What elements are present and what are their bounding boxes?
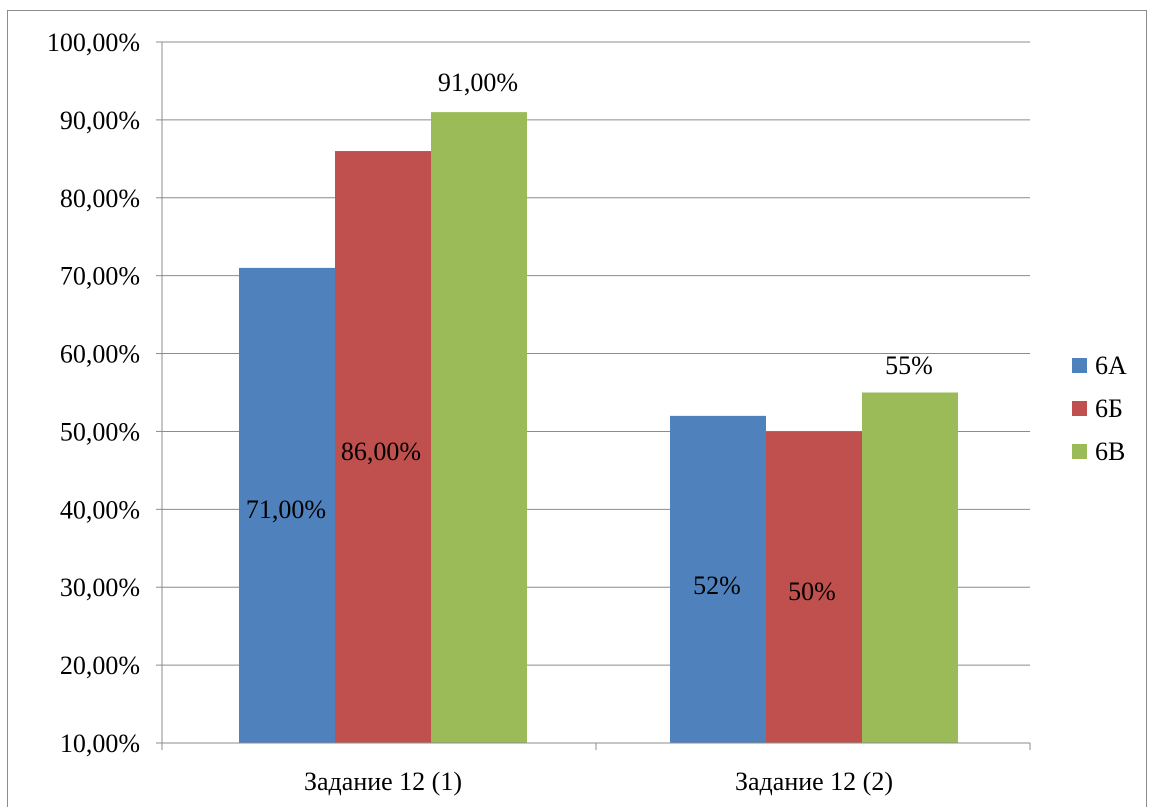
- legend-label-6Б: 6Б: [1095, 394, 1123, 423]
- y-tick-label: 50,00%: [60, 417, 140, 446]
- bar-6В-1: [862, 392, 958, 743]
- y-tick-label: 100,00%: [47, 28, 140, 57]
- legend-label-6В: 6В: [1095, 437, 1125, 466]
- y-tick-label: 20,00%: [60, 651, 140, 680]
- legend-swatch-6А: [1072, 358, 1087, 373]
- data-label-6А-0: 71,00%: [246, 495, 326, 524]
- data-label-6Б-1: 50%: [788, 577, 836, 606]
- legend-label-6А: 6А: [1095, 351, 1127, 380]
- legend-swatch-6В: [1072, 444, 1087, 459]
- y-tick-label: 80,00%: [60, 184, 140, 213]
- y-tick-label: 70,00%: [60, 262, 140, 291]
- bars: [239, 112, 958, 744]
- y-tick-label: 30,00%: [60, 573, 140, 602]
- x-category-label: Задание 12 (1): [304, 767, 462, 796]
- y-tick-label: 10,00%: [60, 729, 140, 758]
- y-tick-label: 90,00%: [60, 106, 140, 135]
- y-tick-label: 40,00%: [60, 495, 140, 524]
- data-label-6А-1: 52%: [693, 571, 741, 600]
- data-label-6В-0: 91,00%: [438, 68, 518, 97]
- chart-frame: [7, 10, 1147, 807]
- legend: 6А 6Б 6В: [1072, 351, 1127, 466]
- bar-6А-0: [239, 267, 335, 743]
- x-category-label: Задание 12 (2): [735, 767, 893, 796]
- y-tick-label: 60,00%: [60, 340, 140, 369]
- bar-6А-1: [670, 415, 766, 743]
- axes: 10,00% 20,00% 30,00% 40,00% 50,00% 60,00% 70,0…: [47, 28, 1031, 796]
- bar-6Б-1: [766, 431, 862, 743]
- data-label-6Б-0: 86,00%: [341, 437, 421, 466]
- data-labels: 71,00% 52% 86,00% 50% 91,00% 55%: [246, 68, 933, 606]
- bar-6В-0: [431, 112, 527, 744]
- legend-swatch-6Б: [1072, 401, 1087, 416]
- data-label-6В-1: 55%: [885, 351, 933, 380]
- bar-6Б-0: [335, 151, 431, 744]
